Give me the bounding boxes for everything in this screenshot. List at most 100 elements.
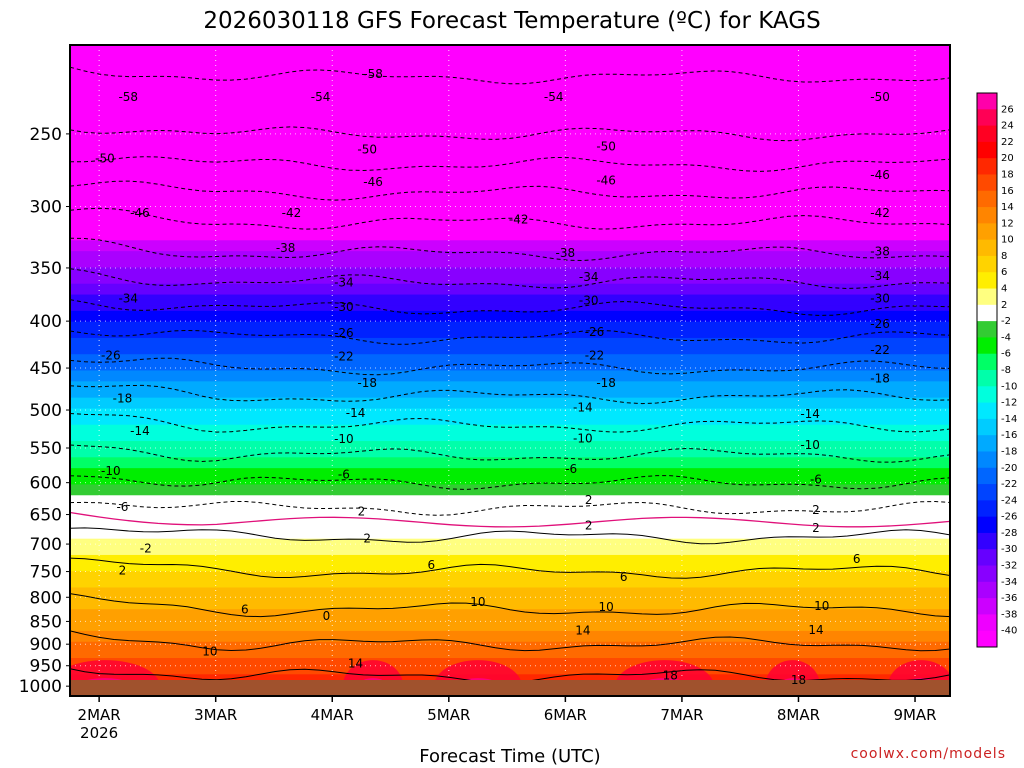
colorbar-swatch [977, 272, 997, 290]
y-tick-label: 350 [30, 259, 62, 279]
temperature-band [70, 413, 950, 420]
colorbar-swatch [977, 516, 997, 534]
contour-label: -34 [118, 292, 138, 306]
colorbar-swatch [977, 386, 997, 404]
credit-text: coolwx.com/models [851, 746, 1006, 762]
colorbar-swatch [977, 451, 997, 469]
contour-label: 6 [620, 570, 628, 584]
contour-label: -30 [870, 292, 890, 306]
temperature-band [70, 218, 950, 225]
temperature-band [70, 110, 950, 117]
contour-label: 2 [585, 518, 593, 532]
colorbar-label: 16 [1001, 186, 1014, 197]
y-tick-label: 500 [30, 401, 62, 421]
temperature-band [70, 251, 950, 258]
y-axis: 250 300 350 400 450 500 550 600 650 700 750 800 850 9… [19, 125, 70, 697]
colorbar-label: 18 [1001, 169, 1014, 180]
contour-label: 2 [358, 504, 366, 518]
temperature-band [70, 403, 950, 410]
colorbar-label: -20 [1001, 463, 1017, 474]
contour-label: -14 [573, 401, 593, 415]
temperature-band [70, 310, 950, 317]
contour-label: 6 [853, 552, 861, 566]
temperature-band [70, 126, 950, 133]
temperature-band [70, 495, 950, 502]
temperature-band [70, 196, 950, 203]
contour-label: -50 [596, 139, 616, 153]
x-tick-label: 6MAR [544, 706, 587, 724]
colorbar-label: -22 [1001, 479, 1017, 490]
contour-label: -54 [544, 90, 564, 104]
temperature-band [70, 397, 950, 404]
temperature-band [70, 419, 950, 426]
temperature-band [70, 299, 950, 306]
contour-label: -10 [573, 431, 593, 445]
colorbar-label: -24 [1001, 495, 1017, 506]
contour-label: 10 [599, 600, 614, 614]
x-tick-label: 7MAR [660, 706, 703, 724]
temperature-band [70, 202, 950, 209]
colorbar-label: -30 [1001, 544, 1017, 555]
y-tick-label: 700 [30, 535, 62, 555]
colorbar-swatch [977, 93, 997, 110]
contour-label: -42 [282, 206, 302, 220]
contour-label: -50 [357, 143, 377, 157]
contour-label: -14 [130, 424, 150, 438]
contour-label: -18 [113, 392, 133, 406]
contour-line [70, 207, 950, 230]
colorbar-label: 6 [1001, 267, 1007, 278]
temperature-band [70, 61, 950, 68]
contour-line [70, 475, 950, 490]
temperature-band [70, 598, 950, 605]
colorbar-label: -26 [1001, 512, 1017, 523]
colorbar-label: 8 [1001, 251, 1007, 262]
temperature-band [70, 337, 950, 344]
contour-label: -14 [346, 406, 366, 420]
colorbar-frame [976, 92, 998, 648]
contour-label: 14 [808, 623, 823, 637]
temperature-band [70, 620, 950, 627]
temperature-band [70, 120, 950, 127]
temperature-band [70, 500, 950, 507]
colorbar-swatch [977, 223, 997, 241]
temperature-band [70, 88, 950, 95]
colorbar-label: -14 [1001, 414, 1017, 425]
colorbar-label: -40 [1001, 626, 1017, 637]
temperature-band [70, 625, 950, 632]
contour-label: 14 [348, 657, 363, 671]
contour-label: -34 [334, 275, 354, 289]
temperature-band [70, 148, 950, 155]
temperature-band [70, 283, 950, 290]
contour-line [70, 384, 950, 405]
contour-label: 10 [470, 595, 485, 609]
colorbar-swatch [977, 418, 997, 436]
colorbar-label: -12 [1001, 398, 1017, 409]
contour-label: 10 [202, 645, 217, 659]
x-tick-label: 2MAR [78, 706, 121, 724]
temperature-band [70, 305, 950, 312]
contour-label: -46 [130, 206, 150, 220]
colorbar-swatch [977, 109, 997, 127]
contour-label: 6 [241, 603, 249, 617]
contour-line [70, 268, 950, 290]
temperature-band [70, 272, 950, 279]
temperature-band [70, 506, 950, 513]
contour-line [70, 413, 950, 433]
temperature-band [70, 468, 950, 475]
temperature-band [70, 473, 950, 480]
x-tick-label: 3MAR [194, 706, 237, 724]
x-tick-label: 9MAR [893, 706, 936, 724]
temperature-band [70, 93, 950, 100]
contour-line [70, 527, 950, 545]
colorbar-label: 4 [1001, 284, 1007, 295]
temperature-band [70, 560, 950, 567]
temperature-band [70, 175, 950, 182]
colorbar-label: -32 [1001, 561, 1017, 572]
colorbar-swatch [977, 598, 997, 615]
temperature-band [70, 72, 950, 79]
y-tick-label: 900 [30, 635, 62, 655]
colorbar-label: -6 [1001, 349, 1011, 360]
contour-label: -38 [556, 246, 576, 260]
colorbar-swatch [977, 337, 997, 355]
